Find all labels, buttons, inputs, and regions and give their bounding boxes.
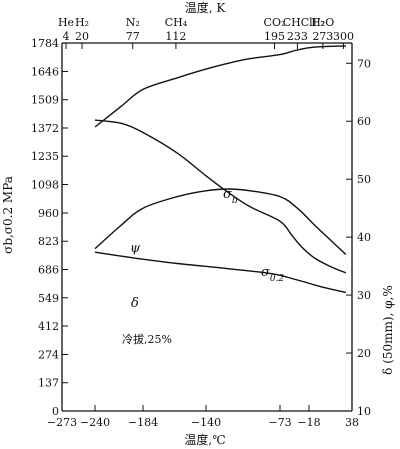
- top-tick-label: 112: [165, 30, 186, 43]
- y-right-tick-label: 70: [357, 57, 371, 70]
- label-sigma-02: σ0.2: [261, 265, 284, 284]
- x-tick-label: −18: [297, 416, 320, 429]
- y-right-axis-title: δ (50mm), φ,%: [381, 285, 395, 375]
- y-left-tick-label: 1784: [31, 37, 59, 50]
- y-left-tick-label: 1098: [31, 179, 59, 192]
- x-tick-label: 38: [345, 416, 359, 429]
- y-left-tick-label: 137: [38, 377, 59, 390]
- y-left-tick-label: 960: [38, 207, 59, 220]
- substance-label: H₂: [75, 16, 89, 29]
- y-left-tick-label: 549: [38, 292, 59, 305]
- substance-label: H₂O: [311, 16, 334, 29]
- x-tick-label: −273: [47, 416, 77, 429]
- y-left-tick-label: 686: [38, 263, 59, 276]
- substance-label: CHClF₂: [283, 16, 325, 29]
- y-left-tick-label: 823: [38, 235, 59, 248]
- series-labels: σb σ0.2 ψ δ: [130, 187, 284, 311]
- label-psi: ψ: [130, 241, 141, 256]
- y-left-tick-label: 412: [38, 320, 59, 333]
- x-axis-title: 温度,℃: [184, 432, 225, 447]
- top-tick-label: 4: [63, 30, 70, 43]
- substance-label: CO₂: [264, 16, 286, 29]
- x-tick-label: −184: [128, 416, 158, 429]
- y-right-tick-label: 40: [357, 231, 371, 244]
- series-line-ψ: [94, 45, 346, 128]
- label-delta: δ: [131, 296, 139, 311]
- x-tick-label: −140: [191, 416, 221, 429]
- y-right-tick-label: 50: [357, 173, 371, 186]
- y-left-axis-title: σb,σ0.2 MPa: [1, 176, 15, 254]
- top-tick-label: 273: [312, 30, 333, 43]
- x-tick-label: −240: [80, 416, 110, 429]
- y-right-tick-label: 10: [357, 405, 371, 418]
- y-left-tick-label: 1646: [31, 65, 59, 78]
- y-right-tick-label: 30: [357, 289, 371, 302]
- series-line-δ: [94, 188, 347, 256]
- axis-ticks: −273 −240 −184 −140 −73 −18 38 0 137 274 412 549 686…: [31, 16, 371, 429]
- top-tick-label: 300: [333, 30, 354, 43]
- top-tick-label: 233: [287, 30, 308, 43]
- top-tick-label: 20: [75, 30, 89, 43]
- series-line-σ0.2: [94, 251, 347, 294]
- y-left-tick-label: 1235: [31, 150, 59, 163]
- series-curves: [94, 45, 347, 294]
- substance-label: N₂: [126, 16, 140, 29]
- y-left-tick-label: 0: [52, 405, 59, 418]
- label-sigma-b: σb: [223, 187, 238, 206]
- series-line-σb: [94, 119, 347, 274]
- top-axis-title: 温度, K: [185, 0, 227, 15]
- y-left-tick-label: 1372: [31, 122, 59, 135]
- y-right-tick-label: 20: [357, 347, 371, 360]
- substance-label: CH₄: [165, 16, 188, 29]
- y-left-tick-label: 274: [38, 348, 59, 361]
- condition-annotation: 冷拔,25%: [122, 332, 172, 346]
- top-tick-label: 195: [264, 30, 285, 43]
- y-left-tick-label: 1509: [31, 94, 59, 107]
- substance-label: He: [58, 16, 74, 29]
- y-right-tick-label: 60: [357, 115, 371, 128]
- x-tick-label: −73: [268, 416, 291, 429]
- top-tick-label: 77: [126, 30, 140, 43]
